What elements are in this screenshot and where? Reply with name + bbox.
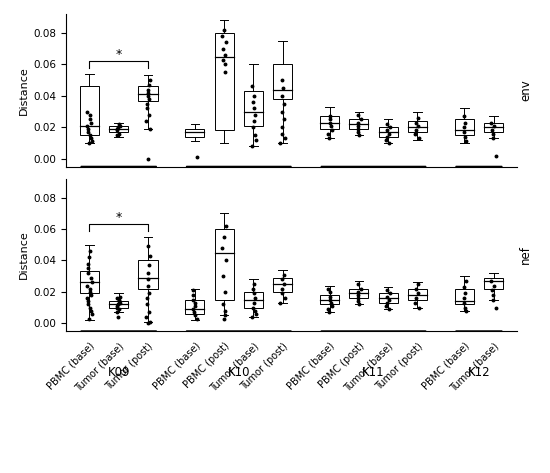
Bar [185,129,205,137]
Bar [349,119,368,129]
Bar [484,123,503,132]
Bar [244,91,263,126]
Text: *: * [116,47,122,61]
Bar [484,278,503,289]
Bar [185,300,205,314]
Text: *: * [116,210,122,224]
Bar [109,301,128,307]
Text: K11: K11 [362,366,385,379]
Y-axis label: Distance: Distance [19,230,29,279]
Bar [273,278,292,292]
Text: env: env [519,79,532,101]
Bar [408,289,427,300]
Bar [139,87,157,101]
Bar [273,64,292,99]
Y-axis label: Distance: Distance [19,66,29,115]
Bar [320,116,339,129]
Bar [109,126,128,132]
Bar [80,87,99,135]
Bar [455,119,474,135]
Bar [349,289,368,298]
Bar [320,295,339,305]
Bar [408,121,427,132]
Bar [214,229,234,300]
Text: nef: nef [519,245,532,264]
Bar [139,261,157,289]
Bar [214,33,234,131]
Text: K10: K10 [228,366,250,379]
Bar [80,272,99,293]
Bar [378,127,398,137]
Bar [378,293,398,303]
Text: K09: K09 [107,366,130,379]
Bar [244,292,263,307]
Text: K12: K12 [468,366,490,379]
Bar [455,289,474,305]
